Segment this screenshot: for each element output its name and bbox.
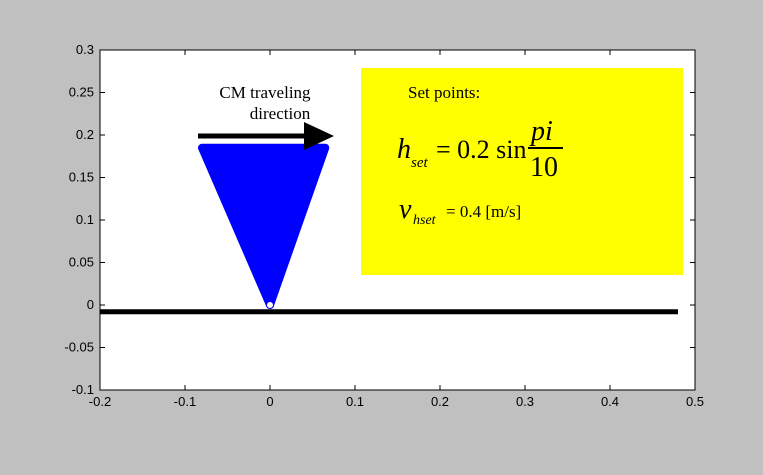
triangle-body [198, 143, 330, 309]
y-tick-label: 0.3 [76, 42, 94, 57]
v-value: = 0.4 [m/s] [446, 202, 521, 221]
direction-label-line2: direction [250, 104, 311, 123]
h-subscript: set [411, 155, 428, 171]
y-tick-label: 0.1 [76, 212, 94, 227]
y-tick-label: 0.2 [76, 127, 94, 142]
x-tick-label: 0.2 [431, 394, 449, 409]
x-tick-labels: -0.2 -0.1 0 0.1 0.2 0.3 0.4 0.5 [89, 394, 704, 409]
x-tick-label: 0.4 [601, 394, 619, 409]
origin-marker [266, 301, 274, 309]
y-tick-label: 0.15 [69, 170, 94, 185]
set-points-box [361, 68, 683, 275]
x-tick-label: 0.5 [686, 394, 704, 409]
x-tick-label: 0 [266, 394, 273, 409]
y-tick-labels: -0.1 -0.05 0 0.05 0.1 0.15 0.2 0.25 0.3 [64, 42, 94, 397]
x-tick-label: 0.1 [346, 394, 364, 409]
y-tick-label: 0 [87, 297, 94, 312]
h-equals-expression: = 0.2 sin [436, 135, 527, 164]
direction-arrow-head [304, 122, 334, 150]
y-tick-label: 0.25 [69, 85, 94, 100]
v-subscript: hset [413, 213, 437, 228]
fraction-numerator: pi [529, 116, 553, 147]
x-tick-label: -0.2 [89, 394, 111, 409]
plot-marks [100, 143, 678, 315]
y-tick-label: -0.05 [64, 340, 94, 355]
v-symbol: v [399, 194, 412, 225]
y-tick-label: 0.05 [69, 255, 94, 270]
x-tick-label: 0.3 [516, 394, 534, 409]
x-tick-label: -0.1 [174, 394, 196, 409]
set-points-title: Set points: [408, 83, 480, 102]
axis-ticks [99, 49, 696, 391]
fraction-denominator: 10 [530, 152, 558, 183]
direction-label-line1: CM traveling [219, 83, 311, 102]
y-tick-label: -0.1 [72, 382, 94, 397]
h-symbol: h [397, 134, 411, 165]
